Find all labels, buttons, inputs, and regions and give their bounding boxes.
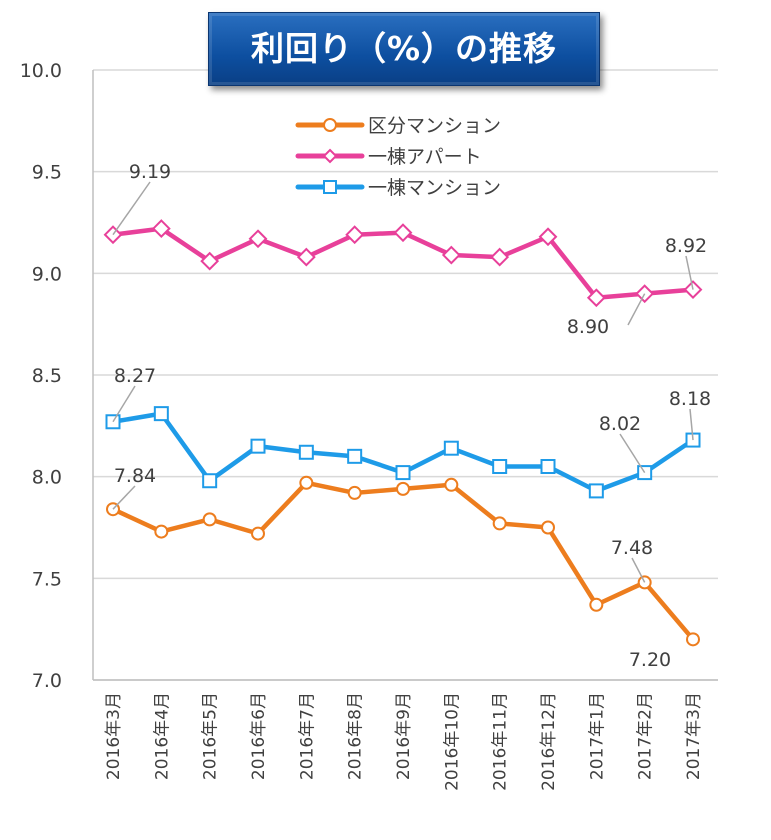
y-tick-label: 9.5 <box>32 162 62 184</box>
legend-marker <box>323 118 337 132</box>
y-tick-label: 8.5 <box>32 365 62 387</box>
data-point <box>153 406 169 422</box>
data-label: 8.27 <box>114 365 156 387</box>
series-0 <box>106 475 700 647</box>
data-point <box>492 516 507 531</box>
data-point <box>538 227 558 247</box>
data-point <box>441 245 461 265</box>
leader-line <box>631 557 646 583</box>
data-point <box>541 520 555 535</box>
data-point <box>588 483 604 499</box>
data-point <box>345 225 365 245</box>
data-label: 8.90 <box>567 316 609 338</box>
x-tick-label: 2017年3月 <box>684 692 704 780</box>
legend-marker <box>322 148 338 164</box>
legend-item-0: 区分マンション <box>295 115 501 137</box>
chart-title: 利回り（%）の推移 <box>208 12 600 86</box>
legend-item-1: 一棟アパート <box>295 146 482 168</box>
data-point <box>393 223 413 243</box>
data-point <box>443 440 459 456</box>
data-point <box>395 465 411 481</box>
x-tick-label: 2016年7月 <box>297 692 317 780</box>
data-label: 7.84 <box>114 465 156 487</box>
leader-line <box>627 293 646 326</box>
data-point <box>540 459 556 474</box>
y-tick-label: 10.0 <box>20 60 62 82</box>
x-tick-label: 2016年4月 <box>152 692 172 780</box>
data-point <box>250 438 266 454</box>
series-2 <box>105 406 701 499</box>
data-point <box>686 632 700 647</box>
data-label: 8.92 <box>665 235 707 257</box>
data-point <box>251 526 265 541</box>
x-tick-label: 2016年3月 <box>104 692 124 780</box>
y-tick-label: 8.0 <box>32 467 62 489</box>
x-tick-label: 2016年9月 <box>394 692 414 780</box>
data-point <box>299 475 314 490</box>
data-point <box>492 459 508 474</box>
data-point <box>586 288 606 308</box>
data-point <box>200 251 220 271</box>
x-tick-label: 2016年10月 <box>442 692 462 791</box>
x-tick-label: 2016年6月 <box>249 692 269 780</box>
legend-label: 一棟マンション <box>368 177 501 199</box>
series-line <box>112 480 695 641</box>
data-label: 8.02 <box>599 413 641 435</box>
data-point <box>490 247 510 267</box>
data-point <box>444 477 459 492</box>
data-point <box>396 481 410 496</box>
data-point <box>202 512 217 527</box>
x-tick-label: 2016年8月 <box>346 692 366 780</box>
x-tick-label: 2017年2月 <box>636 692 656 780</box>
y-tick-label: 7.0 <box>32 670 62 692</box>
data-label: 8.18 <box>669 388 711 410</box>
leader-line <box>619 433 646 474</box>
series-1 <box>103 219 703 308</box>
x-tick-label: 2016年12月 <box>539 692 559 791</box>
x-tick-label: 2017年1月 <box>587 692 607 780</box>
y-tick-label: 9.0 <box>32 263 62 285</box>
data-point <box>296 247 316 267</box>
data-label: 7.48 <box>611 537 653 559</box>
data-label: 9.19 <box>129 161 171 183</box>
data-point <box>202 473 218 489</box>
data-point <box>347 448 363 464</box>
legend-label: 一棟アパート <box>368 146 482 168</box>
leader-line <box>689 408 694 441</box>
leader-line <box>112 385 136 423</box>
legend-marker <box>323 180 337 194</box>
data-label: 7.20 <box>629 649 671 671</box>
data-point <box>347 485 362 500</box>
legend-label: 区分マンション <box>368 115 501 137</box>
data-point <box>151 219 171 239</box>
y-tick-label: 7.5 <box>32 568 62 590</box>
leader-line <box>112 485 136 510</box>
leader-line <box>685 255 694 290</box>
leader-line <box>112 181 151 236</box>
data-point <box>154 524 169 539</box>
x-tick-label: 2016年5月 <box>201 692 221 780</box>
data-point <box>298 444 314 460</box>
x-tick-label: 2016年11月 <box>491 692 511 791</box>
data-point <box>589 597 604 612</box>
legend-item-2: 一棟マンション <box>295 177 501 199</box>
data-point <box>248 229 268 249</box>
